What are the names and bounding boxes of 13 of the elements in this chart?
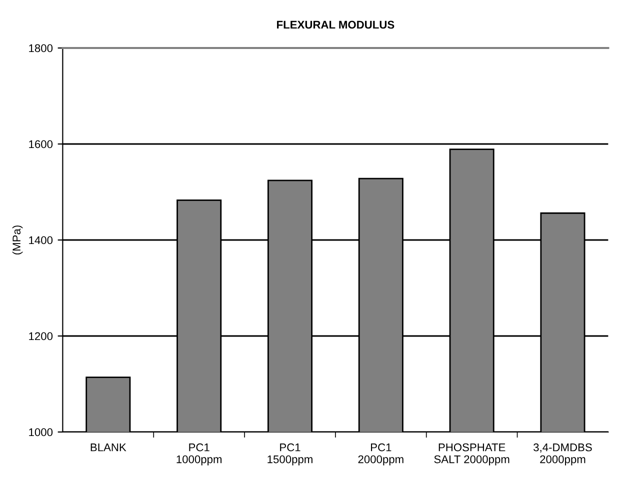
y-tick-label: 1400: [29, 236, 53, 244]
x-tick-label: PC1 1000ppm: [176, 443, 222, 466]
y-tick-label: 1600: [29, 140, 53, 148]
y-axis-title: (MPa): [12, 226, 23, 254]
chart-title: FLEXURAL MODULUS: [277, 20, 394, 29]
y-tick-label: 1000: [29, 428, 53, 436]
x-tick-label: BLANK: [90, 444, 126, 452]
x-tick-label: 3,4-DMDBS 2000ppm: [534, 443, 592, 466]
x-tick-label: PHOSPHATE SALT 2000ppm: [434, 443, 510, 466]
x-tick-label: PC1 1500ppm: [268, 443, 312, 466]
y-tick-label: 1200: [29, 332, 53, 340]
x-tick-label: PC1 2000ppm: [358, 443, 404, 466]
y-tick-label: 1800: [29, 44, 53, 52]
